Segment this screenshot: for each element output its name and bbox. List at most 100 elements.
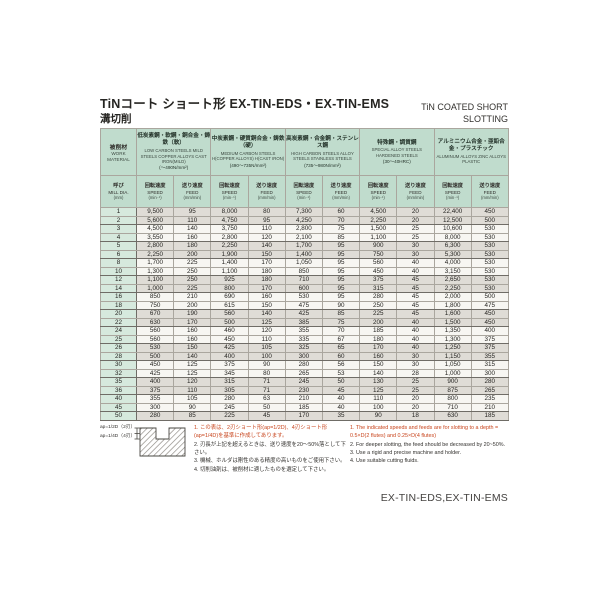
mill-dia-cell: 50	[100, 411, 137, 421]
value-cell: 45	[396, 275, 435, 285]
table-row: 30 450 125 375 90 280 56 150 30 1,050 315	[100, 360, 509, 370]
group-label-en: SPECIAL ALLOY STEELS HARDENED STEELS	[371, 147, 423, 158]
value-cell: 150	[173, 343, 212, 353]
value-cell: 85	[321, 232, 361, 243]
table-row: 35 400 120 315 71 245 50 130 25 900 280	[100, 377, 509, 387]
value-cell: 500	[470, 292, 509, 302]
value-cell: 25	[396, 385, 435, 396]
value-cell: 110	[173, 215, 212, 226]
group-label-en: MEDIUM CARBON STEELS H(COPPER ALLOYS) H(…	[211, 150, 285, 162]
value-cell: 75	[321, 317, 361, 328]
subheader-row: 呼び MILL DIA. (mm) 回転速度 SPEED (min⁻¹) 送り速度 FEED(…	[100, 175, 509, 209]
value-cell: 20	[396, 402, 435, 413]
value-cell: 850	[284, 266, 323, 277]
value-cell: 10,600	[433, 224, 472, 234]
value-cell: 280	[470, 377, 509, 387]
value-cell: 150	[247, 300, 286, 311]
value-cell: 5,600	[135, 215, 175, 226]
value-cell: 45	[321, 385, 361, 396]
value-cell: 185	[470, 411, 509, 421]
group-label-en: ALUMINUM ALLOYS ZINC ALLOYS PLASTIC	[436, 153, 506, 165]
value-cell: 160	[173, 326, 212, 336]
value-cell: 2,000	[433, 292, 472, 302]
mill-dia-cell: 6	[100, 249, 137, 260]
value-cell: 225	[359, 309, 398, 319]
mill-dia-cell: 2	[100, 215, 137, 226]
value-cell: 95	[321, 241, 361, 251]
value-cell: 450	[135, 360, 175, 370]
value-cell: 300	[470, 368, 509, 379]
value-cell: 40	[396, 343, 435, 353]
value-cell: 65	[321, 343, 361, 353]
value-cell: 2,800	[284, 224, 323, 234]
value-cell: 110	[173, 385, 212, 396]
value-cell: 375	[470, 343, 509, 353]
group-label-jp: 中炭素鋼・硬質銅合金・鋳鉄（硬）	[211, 136, 285, 149]
value-cell: 25	[396, 377, 435, 387]
value-cell: 530	[470, 249, 509, 260]
value-cell: 40	[396, 326, 435, 336]
mill-dia-cell: 40	[100, 394, 137, 404]
mill-dia-cell: 5	[100, 241, 137, 251]
value-cell: 1,300	[433, 334, 472, 345]
value-cell: 180	[247, 275, 286, 285]
value-cell: 4,500	[135, 224, 175, 234]
value-cell: 1,000	[433, 368, 472, 379]
note-line: 2. For deeper slotting, the feed should …	[350, 441, 506, 448]
value-cell: 1,300	[135, 266, 175, 277]
value-cell: 1,100	[135, 275, 175, 285]
group-label-jp: 高炭素鋼・合金鋼・ステンレス鋼	[286, 136, 359, 149]
feed-header: 送り速度 FEED (mm/min)	[247, 175, 286, 209]
value-cell: 475	[470, 300, 509, 311]
value-cell: 1,050	[284, 258, 323, 268]
value-cell: 40	[396, 317, 435, 328]
table-row: 6 2,250 200 1,900 150 1,400 95 750 30 5,300 530	[100, 249, 509, 260]
value-cell: 375	[135, 385, 175, 396]
mill-dia-cell: 20	[100, 309, 137, 319]
mill-dia-cell: 8	[100, 258, 137, 268]
value-cell: 40	[396, 266, 435, 277]
value-cell: 245	[210, 402, 249, 413]
value-cell: 140	[173, 224, 212, 234]
value-cell: 280	[135, 411, 175, 421]
value-cell: 56	[321, 360, 361, 370]
value-cell: 71	[247, 385, 286, 396]
mill-dia-cell: 26	[100, 343, 137, 353]
value-cell: 180	[359, 334, 398, 345]
value-cell: 110	[247, 224, 286, 234]
value-cell: 1,400	[284, 249, 323, 260]
value-cell: 750	[135, 300, 175, 311]
mill-dia-cell: 24	[100, 326, 137, 336]
group-label-jp: 特殊鋼・調質鋼	[377, 139, 417, 146]
value-cell: 140	[359, 368, 398, 379]
value-cell: 160	[173, 334, 212, 345]
value-cell: 85	[321, 309, 361, 319]
value-cell: 3,150	[433, 266, 472, 277]
mill-dia-cell: 45	[100, 402, 137, 413]
value-cell: 450	[470, 309, 509, 319]
value-cell: 1,050	[433, 360, 472, 370]
value-cell: 125	[173, 368, 212, 379]
value-cell: 560	[359, 258, 398, 268]
value-cell: 530	[284, 292, 323, 302]
value-cell: 18	[396, 411, 435, 421]
work-material-label-en: WORK MATERIAL	[107, 150, 130, 162]
feed-header: 送り速度 FEED (mm/min)	[321, 175, 361, 209]
table-row: 1 9,500 95 8,000 80 7,300 60 4,500 20 22,400 450	[100, 207, 509, 217]
value-cell: 280	[210, 394, 249, 404]
note-line: 4. Use suitable cutting fluids.	[350, 458, 419, 465]
mill-dia-cell: 16	[100, 292, 137, 302]
mill-dia-cell: 10	[100, 266, 137, 277]
value-cell: 125	[359, 385, 398, 396]
value-cell: 460	[210, 326, 249, 336]
value-cell: 400	[470, 326, 509, 336]
value-cell: 670	[135, 309, 175, 319]
table-row: 45 300 90 245 50 185 40 100 20 710 210	[100, 402, 509, 413]
work-material-label-jp: 被削材	[109, 144, 128, 151]
value-cell: 500	[470, 215, 509, 226]
value-cell: 530	[470, 266, 509, 277]
value-cell: 230	[284, 385, 323, 396]
value-cell: 235	[470, 394, 509, 404]
value-cell: 8,000	[433, 232, 472, 243]
value-cell: 150	[247, 249, 286, 260]
